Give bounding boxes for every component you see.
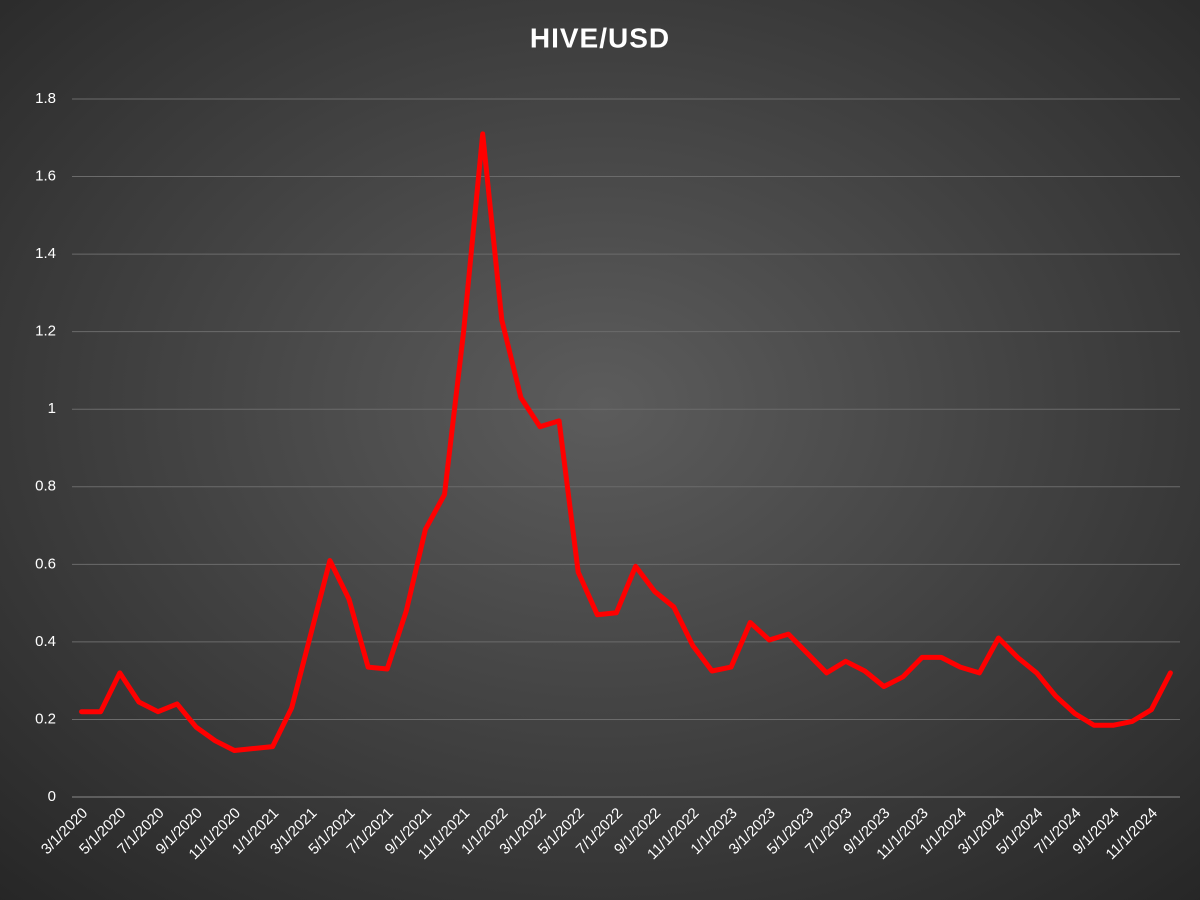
y-tick-label: 0.4: [35, 633, 56, 650]
y-tick-label: 1.2: [35, 323, 56, 340]
y-tick-label: 1: [48, 400, 56, 417]
y-tick-label: 0.2: [35, 710, 56, 727]
y-tick-label: 1.6: [35, 168, 56, 185]
price-line: [79, 131, 1173, 753]
y-tick-label: 1.8: [35, 90, 56, 107]
chart-title: HIVE/USD: [530, 22, 670, 53]
y-tick-label: 0.8: [35, 478, 56, 495]
y-tick-label: 0: [48, 788, 56, 805]
y-tick-label: 1.4: [35, 245, 56, 262]
y-tick-label: 0.6: [35, 555, 56, 572]
